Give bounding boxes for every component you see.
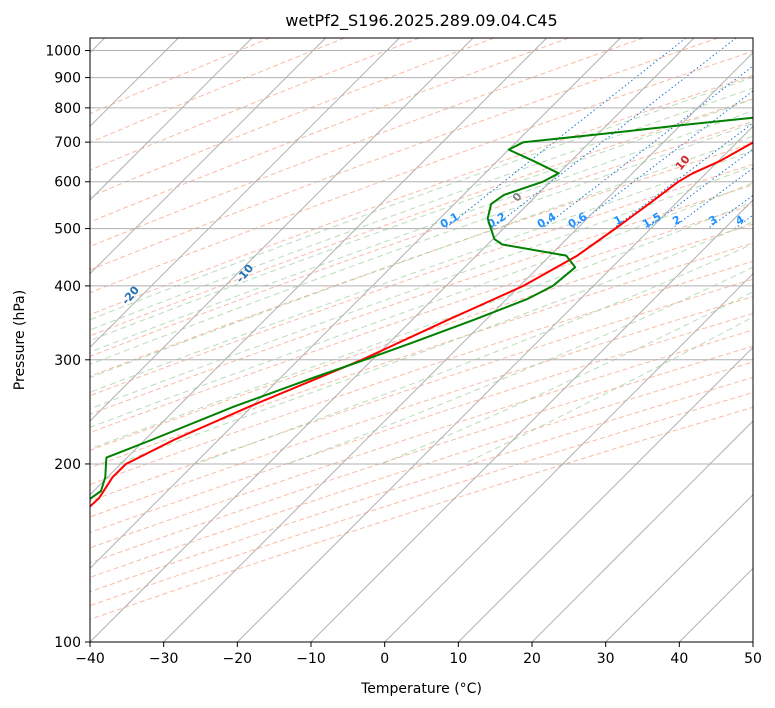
mixing-ratio-line	[612, 122, 753, 229]
moist-adiabat-line	[90, 201, 753, 450]
temperature-profile-line	[90, 141, 753, 508]
mixing-ratio-label: 4	[733, 213, 746, 228]
isotherm-line	[678, 567, 753, 642]
isotherm-line	[457, 346, 753, 642]
moist-adiabat-line	[90, 110, 753, 353]
x-axis-title: Temperature (°C)	[360, 681, 482, 697]
dry-adiabat-line	[90, 392, 753, 607]
isotherm-line	[90, 38, 695, 642]
dry-adiabat-line	[90, 242, 753, 469]
dry-adiabat-line	[90, 38, 644, 248]
dry-adiabat-line	[90, 295, 753, 518]
isotherm-line	[90, 38, 474, 422]
isotherm-line	[90, 38, 548, 496]
dry-adiabat-line	[90, 38, 719, 271]
x-tick-label: −10	[296, 651, 326, 667]
dewpoint-profile-line	[90, 116, 753, 501]
y-tick-label: 600	[54, 175, 81, 191]
dry-adiabat-line	[90, 204, 753, 434]
series	[90, 116, 753, 508]
y-tick-label: 900	[54, 71, 81, 87]
x-tick-label: 50	[744, 651, 762, 667]
moist-adiabat-line	[463, 316, 753, 465]
mixing-ratio-label: 3	[707, 213, 720, 228]
mixing-ratio-line	[671, 167, 753, 229]
x-tick-label: −40	[75, 651, 105, 667]
moist-adiabat-line	[90, 122, 753, 365]
y-tick-label: 300	[54, 353, 81, 369]
isotherm-line	[90, 38, 621, 570]
isopleth-labels: 0.10.20.40.611.52346810131620253036-100-…	[119, 153, 746, 308]
isotherm-line	[605, 493, 753, 642]
moist-adiabat-line	[90, 165, 753, 410]
dry-adiabat-line	[90, 50, 753, 294]
y-axis-title: Pressure (hPa)	[12, 290, 28, 390]
dry-adiabat-line	[90, 142, 753, 377]
moist-adiabat-line	[90, 98, 753, 342]
dry-adiabat-line	[90, 38, 420, 171]
y-tick-label: 1000	[45, 44, 81, 60]
isotherm-line	[236, 125, 753, 642]
mixing-ratio-label: 0.4	[535, 210, 559, 231]
dry-adiabat-line	[90, 345, 753, 564]
dry-adiabat-line	[90, 223, 753, 451]
dry-adiabat-line	[90, 278, 753, 502]
isotherm-line	[163, 51, 753, 642]
dry-adiabat-line	[90, 163, 753, 397]
isotherm-line	[90, 38, 253, 201]
mixing-ratio-label: 2	[670, 213, 683, 228]
dry-adiabat-line	[90, 38, 345, 144]
moist-adiabat-line	[90, 182, 753, 428]
plot-frame	[89, 37, 754, 643]
axis-ticks: −40 −30 −20 −10 0 10 20 30 40 50 100 200 300 400 500 60…	[45, 44, 762, 667]
moist-adiabat-line	[287, 266, 753, 465]
moist-adiabat-line	[90, 135, 753, 379]
dry-adiabat-line	[90, 312, 753, 534]
moist-adiabat-line	[90, 76, 753, 321]
mixing-ratio-line	[541, 65, 753, 229]
x-tick-label: 10	[449, 651, 467, 667]
moist-adiabat-line	[195, 243, 753, 465]
x-tick-label: −30	[149, 651, 179, 667]
dry-adiabat-label: -20	[119, 283, 142, 307]
dry-adiabat-line	[90, 38, 569, 223]
moist-adiabat-line	[381, 291, 753, 465]
isotherm-line	[531, 420, 753, 642]
grid	[90, 38, 753, 642]
dry-adiabat-line	[90, 376, 753, 593]
mixing-ratio-line	[572, 90, 753, 229]
x-tick-label: 40	[670, 651, 688, 667]
dry-adiabat-line	[90, 329, 753, 549]
x-tick-label: 20	[523, 651, 541, 667]
y-tick-label: 400	[54, 279, 81, 295]
y-tick-label: 100	[54, 635, 81, 651]
dry-adiabat-label: 10	[673, 153, 693, 173]
x-tick-label: 30	[597, 651, 615, 667]
isotherm-line	[90, 38, 327, 275]
x-tick-label: −20	[223, 651, 253, 667]
isotherm-line	[752, 641, 753, 642]
y-tick-label: 200	[54, 457, 81, 473]
y-tick-label: 800	[54, 101, 81, 117]
chart-title: wetPf2_S196.2025.289.09.04.C45	[285, 11, 557, 31]
x-tick-label: 0	[380, 651, 389, 667]
dry-adiabat-line	[90, 38, 271, 115]
moist-adiabat-line	[116, 221, 753, 465]
dry-adiabat-label: -10	[233, 262, 256, 286]
isotherm-line	[90, 38, 400, 349]
dry-adiabat-line	[90, 361, 753, 578]
mixing-ratio-line	[734, 214, 753, 230]
mixing-ratio-label: 1.5	[640, 210, 663, 231]
isotherm-line	[310, 199, 753, 642]
moist-adiabat-line	[90, 87, 753, 331]
moist-adiabat-line	[90, 149, 753, 393]
y-tick-label: 700	[54, 135, 81, 151]
y-tick-label: 500	[54, 222, 81, 238]
isotherm-line	[384, 272, 753, 642]
dry-adiabat-line	[90, 98, 753, 337]
